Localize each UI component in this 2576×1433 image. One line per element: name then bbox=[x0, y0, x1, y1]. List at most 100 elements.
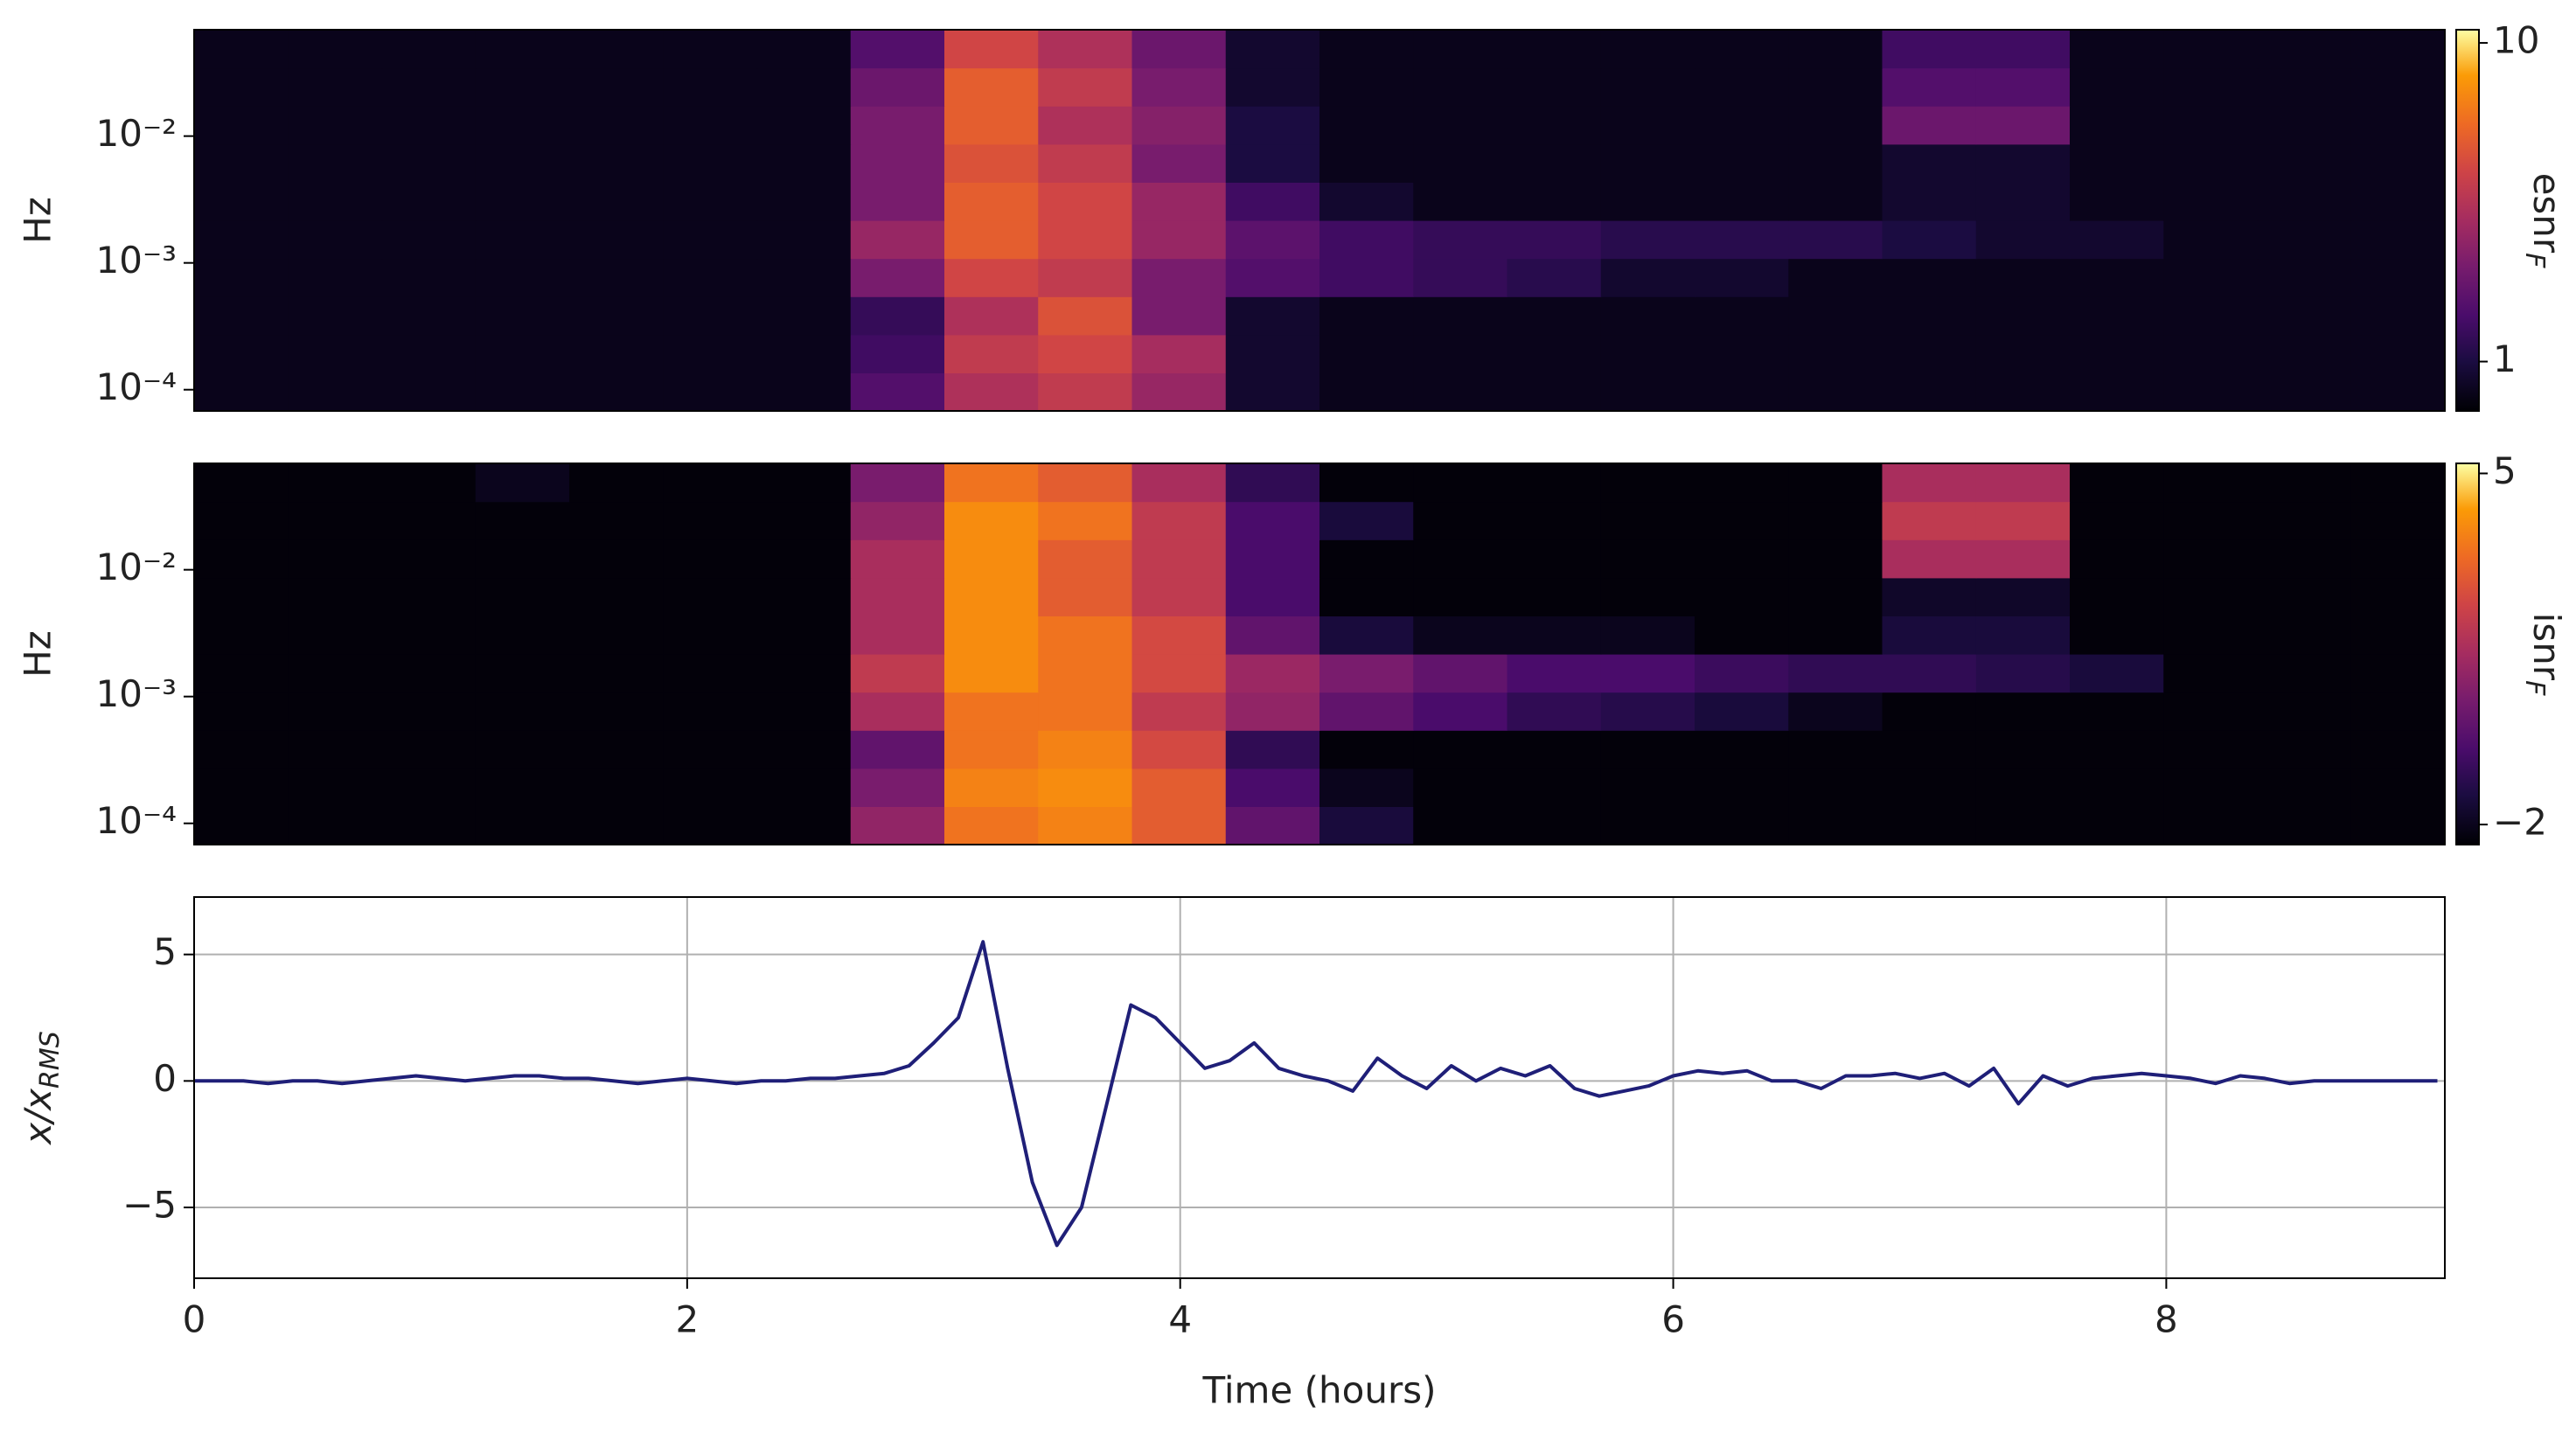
spectrogram-cell bbox=[1413, 220, 1508, 260]
spectrogram-cell bbox=[1507, 106, 1602, 145]
x-axis-label: Time (hours) bbox=[1202, 1369, 1437, 1412]
spectrogram-cell bbox=[756, 806, 852, 845]
spectrogram-cell bbox=[944, 106, 1039, 145]
spectrogram-cell bbox=[1600, 768, 1695, 807]
spectrogram-cell bbox=[2350, 730, 2446, 769]
spectrogram-cell bbox=[1507, 296, 1602, 336]
spectrogram-cell bbox=[944, 67, 1039, 107]
spectrogram-cell bbox=[475, 806, 570, 845]
spectrogram-cell bbox=[475, 67, 570, 107]
spectrogram-cell bbox=[1319, 730, 1414, 769]
spectrogram-cell bbox=[1975, 296, 2071, 336]
spectrogram-cell bbox=[1695, 106, 1789, 145]
spectrogram-cell bbox=[1788, 768, 1883, 807]
spectrogram-cell bbox=[2257, 220, 2352, 260]
spectrogram-cell bbox=[1225, 67, 1320, 107]
spectrogram-cell bbox=[381, 616, 477, 655]
y-tick-label: 10⁻⁴ bbox=[96, 799, 177, 842]
spectrogram-cell bbox=[663, 30, 758, 69]
spectrogram-cell bbox=[1882, 30, 1977, 69]
spectrogram-cell bbox=[944, 182, 1039, 221]
spectrogram-cell bbox=[2257, 539, 2352, 579]
spectrogram-cell bbox=[381, 258, 477, 297]
spectrogram-cell bbox=[1413, 577, 1508, 616]
spectrogram-cell bbox=[569, 730, 664, 769]
spectrogram-cell bbox=[381, 577, 477, 616]
y-tick-label: 10⁻³ bbox=[96, 672, 177, 715]
spectrogram-cell bbox=[850, 654, 945, 693]
spectrogram-cell bbox=[663, 182, 758, 221]
spectrogram-cell bbox=[194, 806, 289, 845]
spectrogram-cell bbox=[850, 501, 945, 540]
spectrogram-cell bbox=[1319, 616, 1414, 655]
spectrogram-cell bbox=[1600, 806, 1695, 845]
spectrogram-cell bbox=[194, 258, 289, 297]
spectrogram-cell bbox=[1882, 501, 1977, 540]
spectrogram-cell bbox=[2163, 616, 2259, 655]
spectrogram-cell bbox=[569, 334, 664, 373]
spectrogram-cell bbox=[1131, 334, 1227, 373]
spectrogram-cell bbox=[2070, 463, 2164, 503]
spectrogram-cell bbox=[2070, 539, 2164, 579]
spectrogram-cell bbox=[1975, 806, 2071, 845]
spectrogram-cell bbox=[1225, 220, 1320, 260]
spectrogram-cell bbox=[2070, 768, 2164, 807]
spectrogram-cell bbox=[475, 730, 570, 769]
spectrogram-cell bbox=[1975, 539, 2071, 579]
plot-frame bbox=[193, 29, 2446, 412]
spectrogram-cell bbox=[1038, 106, 1133, 145]
spectrogram-cell bbox=[663, 372, 758, 412]
spectrogram-cell bbox=[1600, 182, 1695, 221]
x-tick-label: 2 bbox=[675, 1298, 699, 1341]
spectrogram-cell bbox=[2350, 258, 2446, 297]
spectrogram-cell bbox=[2163, 577, 2259, 616]
spectrogram-cell bbox=[2350, 106, 2446, 145]
spectrogram-cell bbox=[1507, 463, 1602, 503]
spectrogram-cell bbox=[1695, 806, 1789, 845]
spectrogram-cell bbox=[756, 258, 852, 297]
spectrogram-cell bbox=[1882, 334, 1977, 373]
spectrogram-cell bbox=[1319, 296, 1414, 336]
spectrogram-cell bbox=[663, 730, 758, 769]
spectrogram-cell bbox=[1975, 30, 2071, 69]
spectrogram-cell bbox=[1038, 220, 1133, 260]
spectrogram-cell bbox=[1319, 30, 1414, 69]
spectrogram-cell bbox=[288, 806, 383, 845]
spectrogram-cell bbox=[1600, 654, 1695, 693]
spectrogram-cell bbox=[1319, 67, 1414, 107]
spectrogram-cell bbox=[2163, 806, 2259, 845]
spectrogram-cell bbox=[569, 143, 664, 183]
spectrogram-cell bbox=[288, 182, 383, 221]
colorbar-label-sub: F bbox=[2520, 680, 2551, 696]
spectrogram-cell bbox=[850, 539, 945, 579]
spectrogram-cell bbox=[1600, 67, 1695, 107]
spectrogram-cell bbox=[569, 501, 664, 540]
spectrogram-cell bbox=[1319, 220, 1414, 260]
spectrogram-cell bbox=[1788, 463, 1883, 503]
spectrogram-cell bbox=[2257, 501, 2352, 540]
spectrogram-cell bbox=[2350, 296, 2446, 336]
spectrogram-cell bbox=[1131, 372, 1227, 412]
spectrogram-cell bbox=[1413, 296, 1508, 336]
spectrogram-cell bbox=[1600, 577, 1695, 616]
spectrogram-cell bbox=[1038, 768, 1133, 807]
spectrogram-cell bbox=[1507, 501, 1602, 540]
spectrogram-cell bbox=[2163, 730, 2259, 769]
spectrogram-cell bbox=[569, 692, 664, 731]
spectrogram-cell bbox=[2257, 258, 2352, 297]
spectrogram-cell bbox=[1413, 730, 1508, 769]
spectrogram-cell bbox=[1319, 106, 1414, 145]
spectrogram-cell bbox=[1319, 143, 1414, 183]
spectrogram-cell bbox=[2350, 143, 2446, 183]
spectrogram-cell bbox=[1131, 730, 1227, 769]
spectrogram-cell bbox=[194, 692, 289, 731]
spectrogram-cell bbox=[2350, 334, 2446, 373]
spectrogram-cell bbox=[756, 616, 852, 655]
spectrogram-cell bbox=[1413, 106, 1508, 145]
spectrogram-cell bbox=[288, 258, 383, 297]
spectrogram-cell bbox=[475, 501, 570, 540]
data-line bbox=[194, 940, 2438, 1248]
spectrogram-cell bbox=[194, 143, 289, 183]
spectrogram-cell bbox=[288, 692, 383, 731]
spectrogram-cell bbox=[1413, 67, 1508, 107]
